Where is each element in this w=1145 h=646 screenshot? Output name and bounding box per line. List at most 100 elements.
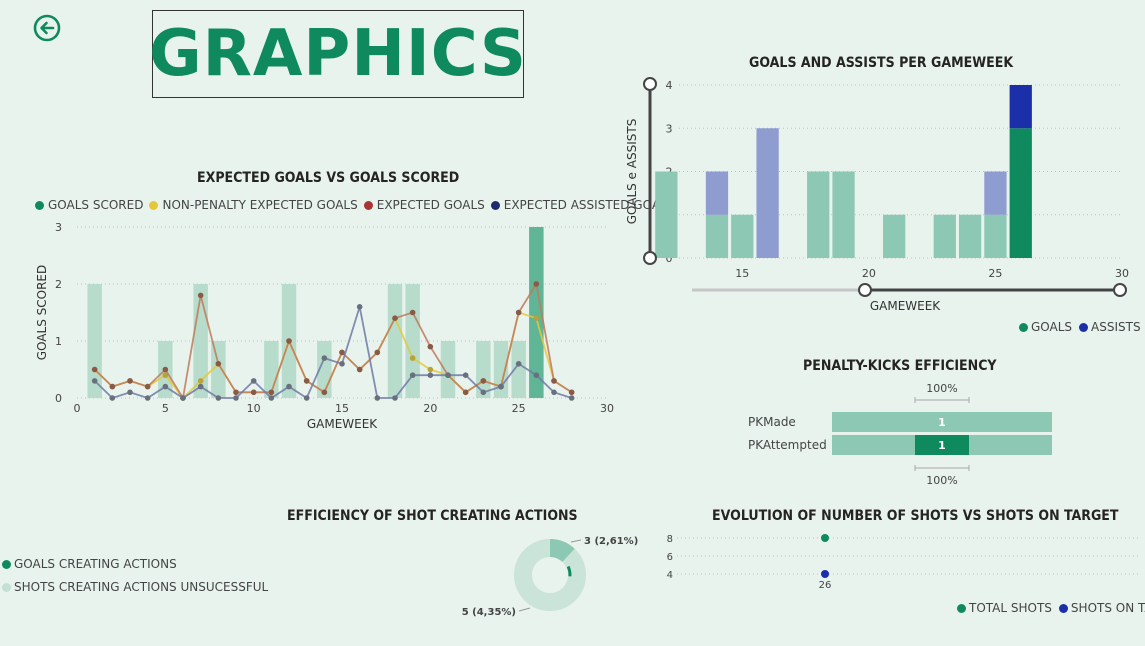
xg-series-point bbox=[409, 309, 416, 316]
ga-x-axis-label: GAMEWEEK bbox=[870, 299, 941, 313]
legend-dot-shots-target bbox=[1058, 603, 1068, 613]
sca-label-goals: 3 (2,61%) bbox=[584, 536, 638, 547]
xg-goals-bar bbox=[387, 284, 403, 398]
ga-legend: GOALS ASSISTS bbox=[1019, 320, 1141, 334]
xg-goals-bar bbox=[511, 341, 526, 398]
xg-series-point bbox=[268, 395, 275, 401]
xg-series-point bbox=[303, 395, 310, 401]
ga-goals-bar bbox=[984, 214, 1007, 258]
shots-y-tick: 4 bbox=[667, 570, 673, 581]
pk-background-bar bbox=[832, 412, 1052, 432]
xg-y-axis-label: GOALS SCORED bbox=[35, 265, 49, 360]
legend-dot-goals bbox=[35, 200, 44, 210]
ga-y-tick: 4 bbox=[666, 79, 673, 92]
ga-y-slider-handle-top bbox=[643, 77, 657, 91]
sca-legend-unsuccessful: SHOTS CREATING ACTIONS UNSUCESSFUL bbox=[2, 580, 268, 594]
xg-x-tick: 0 bbox=[74, 402, 81, 415]
xg-series-point bbox=[568, 389, 575, 396]
ga-assists-bar bbox=[756, 128, 779, 258]
xg-series-point bbox=[356, 366, 363, 373]
shots-legend: TOTAL SHOTS SHOTS ON TARGET bbox=[957, 601, 1145, 615]
legend-sca: SHOTS CREATING ACTIONS UNSUCESSFUL bbox=[14, 580, 269, 594]
xg-series-point bbox=[551, 389, 557, 396]
shots-x-tick: 26 bbox=[819, 580, 832, 591]
xg-series-point bbox=[321, 355, 328, 361]
xg-x-tick: 10 bbox=[247, 402, 261, 415]
xg-series-point bbox=[144, 383, 151, 390]
xg-x-tick: 15 bbox=[335, 402, 349, 415]
ga-goals-bar bbox=[832, 171, 855, 258]
ga-goals-bar bbox=[731, 214, 754, 258]
ga-y-slider-handle-bottom bbox=[643, 251, 657, 265]
legend-assists: ASSISTS bbox=[1091, 320, 1141, 334]
xg-x-tick: 5 bbox=[162, 402, 169, 415]
pk-chart: 100% PKMade 1 PKAttempted 1 100% bbox=[748, 382, 1052, 487]
xg-series-point bbox=[268, 389, 275, 396]
shots-y-tick: 8 bbox=[667, 534, 673, 545]
xg-series-point bbox=[409, 372, 416, 378]
xg-series-point bbox=[392, 315, 398, 321]
legend-npxg: NON-PENALTY EXPECTED GOALS bbox=[162, 198, 358, 212]
xg-series-point bbox=[480, 378, 487, 384]
xg-series-point bbox=[109, 383, 116, 390]
sca-legend-goals: GOALS CREATING ACTIONS bbox=[2, 557, 177, 571]
ga-assists-bar bbox=[1009, 85, 1032, 129]
shots-chart: 4 6 8 26 bbox=[667, 534, 1140, 591]
sca-slice-goals bbox=[514, 539, 586, 611]
xg-series-point bbox=[197, 378, 204, 384]
xg-x-tick: 25 bbox=[512, 402, 526, 415]
xg-series-point bbox=[533, 315, 540, 321]
ga-goals-bar bbox=[933, 214, 956, 258]
ga-assists-bar bbox=[984, 171, 1007, 215]
ga-x-tick: 20 bbox=[862, 267, 876, 280]
xg-series-point bbox=[144, 395, 151, 401]
ga-y-tick: 0 bbox=[666, 252, 673, 265]
xg-y-tick: 2 bbox=[55, 278, 62, 291]
legend-dot-sca bbox=[2, 582, 11, 592]
xg-goals-bar bbox=[493, 341, 509, 398]
legend-gca: GOALS CREATING ACTIONS bbox=[14, 557, 177, 571]
xg-series-point bbox=[162, 366, 169, 373]
xg-series-point bbox=[286, 338, 292, 344]
ga-goals-bar bbox=[807, 171, 830, 258]
xg-goals-bar bbox=[440, 341, 456, 398]
legend-dot-assists bbox=[1079, 322, 1089, 332]
xg-series-point bbox=[233, 389, 239, 396]
xg-series-point bbox=[498, 383, 504, 390]
xg-series-point bbox=[197, 383, 204, 390]
shots-on-target-point bbox=[821, 570, 829, 578]
ga-goals-bar bbox=[958, 214, 982, 258]
xg-series-point bbox=[91, 378, 98, 384]
ga-y-axis-label: GOALS e ASSISTS bbox=[625, 119, 639, 225]
xg-series-point bbox=[533, 372, 540, 378]
ga-goals-bar bbox=[1009, 128, 1032, 258]
xg-series-point bbox=[339, 349, 345, 356]
sca-chart-title: EFFICIENCY OF SHOT CREATING ACTIONS bbox=[287, 508, 578, 524]
xg-series-point bbox=[303, 378, 310, 384]
ga-x-tick: 25 bbox=[988, 267, 1002, 280]
xg-series-point bbox=[374, 349, 381, 356]
pk-value-label: 1 bbox=[938, 416, 946, 429]
xg-series-point bbox=[427, 366, 434, 373]
legend-dot-total-shots bbox=[957, 603, 966, 613]
legend-dot-goals2 bbox=[1019, 322, 1028, 332]
back-arrow-icon[interactable] bbox=[33, 14, 61, 42]
legend-total-shots: TOTAL SHOTS bbox=[969, 601, 1052, 615]
shots-y-tick: 6 bbox=[667, 552, 673, 563]
sca-label-unsuccessful: 5 (4,35%) bbox=[462, 607, 516, 618]
xg-series-point bbox=[515, 361, 522, 367]
xg-x-tick: 20 bbox=[423, 402, 437, 415]
xg-x-axis-label: GAMEWEEK bbox=[307, 417, 378, 431]
xg-series-point bbox=[91, 366, 98, 373]
xg-series-point bbox=[286, 383, 292, 390]
xg-series-point bbox=[321, 389, 328, 396]
ga-goals-bar bbox=[705, 214, 729, 258]
ga-goals-bar bbox=[883, 214, 906, 258]
legend-dot-xg bbox=[363, 200, 373, 210]
xg-series-point bbox=[215, 395, 222, 401]
xg-series-point bbox=[427, 372, 434, 378]
shots-total-point bbox=[821, 534, 829, 542]
xg-y-tick: 1 bbox=[55, 335, 62, 348]
xg-y-tick: 0 bbox=[55, 392, 62, 405]
